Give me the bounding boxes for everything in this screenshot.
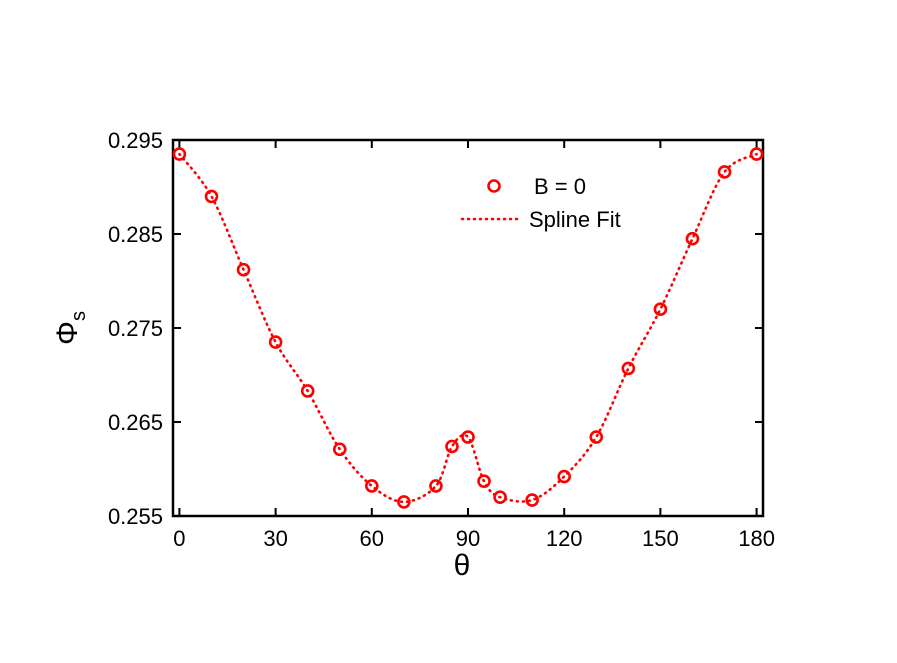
data-point	[365, 479, 379, 493]
y-tick-label: 0.285	[108, 222, 163, 247]
data-point	[749, 147, 764, 161]
data-point	[445, 439, 459, 454]
data-point	[172, 147, 187, 161]
data-point	[717, 165, 732, 179]
legend-marker-b0	[487, 179, 501, 193]
y-axis-title-subscript: s	[68, 311, 90, 321]
data-point	[332, 442, 347, 457]
x-axis-title: θ	[454, 549, 471, 582]
y-tick-label: 0.265	[108, 410, 163, 435]
data-point	[557, 469, 571, 484]
x-tick-label: 60	[360, 526, 384, 551]
x-tick-label: 0	[173, 526, 185, 551]
y-axis-title-main: Φ	[51, 321, 84, 345]
x-tick-label: 30	[263, 526, 287, 551]
plot-area	[171, 138, 765, 518]
x-tick-label: 120	[546, 526, 583, 551]
legend-label-spline: Spline Fit	[529, 207, 621, 232]
legend: B = 0 Spline Fit	[460, 174, 621, 232]
data-point	[477, 474, 491, 489]
y-tick-label: 0.255	[108, 504, 163, 529]
data-point	[653, 302, 668, 317]
data-point	[621, 361, 636, 376]
data-point	[397, 495, 411, 509]
legend-label-b0: B = 0	[534, 174, 586, 199]
y-axis-title: Φs	[51, 311, 90, 345]
axis-ticks	[173, 139, 763, 517]
x-tick-label: 90	[456, 526, 480, 551]
data-point	[429, 479, 443, 493]
data-point	[685, 231, 700, 246]
data-point	[461, 430, 475, 444]
data-point	[236, 262, 251, 277]
y-tick-label: 0.275	[108, 316, 163, 341]
x-tick-label: 150	[642, 526, 679, 551]
tick-labels: 0 30 60 90 120 150 180 0.255 0.265 0.275 0.285 0.29…	[108, 128, 775, 551]
data-point	[525, 493, 539, 507]
plot-frame	[171, 138, 765, 518]
svg-text:Φs: Φs	[51, 311, 90, 345]
data-point	[204, 189, 219, 204]
data-point	[300, 384, 315, 398]
spline-fit-line	[178, 152, 758, 504]
data-point	[589, 430, 604, 444]
x-tick-label: 180	[738, 526, 775, 551]
data-markers	[172, 147, 764, 509]
y-tick-label: 0.295	[108, 128, 163, 153]
data-point	[493, 490, 507, 505]
data-point	[268, 335, 283, 349]
